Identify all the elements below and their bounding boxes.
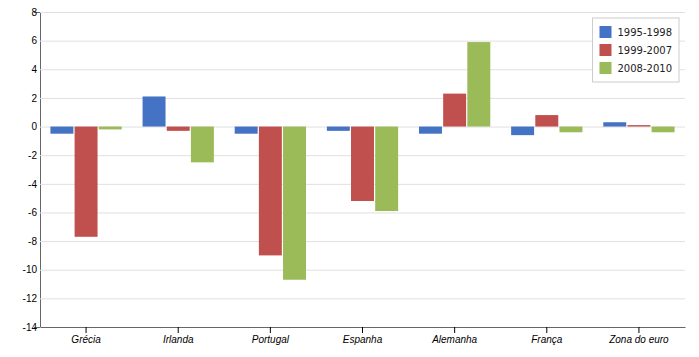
x-tick: Grécia bbox=[71, 327, 101, 345]
y-tick-label: -4 bbox=[28, 179, 37, 190]
grid-line bbox=[40, 270, 685, 271]
x-tick: Portugal bbox=[252, 327, 290, 345]
bar bbox=[603, 122, 626, 126]
x-tick-label: Alemanha bbox=[431, 334, 477, 345]
x-tick: Zona do euro bbox=[608, 327, 669, 345]
y-tick: -6 bbox=[28, 207, 685, 218]
y-tick: 8 bbox=[31, 7, 685, 18]
y-tick-label: -12 bbox=[23, 293, 38, 304]
x-tick-label: Grécia bbox=[71, 334, 101, 345]
y-tick-label: 0 bbox=[31, 121, 37, 132]
bar bbox=[419, 127, 442, 134]
bar bbox=[627, 125, 650, 126]
x-tick: Alemanha bbox=[431, 327, 477, 345]
y-tick-label: -6 bbox=[28, 207, 37, 218]
plot-area: -14 -12 -10 -8 -6 -4 -2 0 2 4 6 8 Grécia Irlanda Portu… bbox=[23, 7, 686, 345]
bar bbox=[167, 127, 190, 131]
bar bbox=[283, 127, 306, 280]
x-tick-mark bbox=[638, 327, 639, 333]
y-axis: -14 -12 -10 -8 -6 -4 -2 0 2 4 6 8 bbox=[23, 7, 685, 333]
y-tick: 4 bbox=[31, 64, 685, 75]
bar bbox=[327, 127, 350, 131]
x-tick-label: França bbox=[531, 334, 563, 345]
y-tick-label: 2 bbox=[31, 93, 37, 104]
bar bbox=[511, 127, 534, 136]
y-axis-line bbox=[34, 13, 41, 328]
bar bbox=[99, 127, 122, 130]
bar-series bbox=[75, 94, 651, 256]
bar bbox=[375, 127, 398, 211]
y-tick: -10 bbox=[23, 264, 685, 275]
bar bbox=[351, 127, 374, 201]
x-tick: Irlanda bbox=[163, 327, 194, 345]
grid-line bbox=[40, 241, 685, 242]
bar bbox=[467, 42, 490, 126]
x-tick-mark bbox=[362, 327, 363, 333]
bar bbox=[652, 127, 675, 133]
x-tick-mark bbox=[270, 327, 271, 333]
x-tick-mark bbox=[178, 327, 179, 333]
legend-frame bbox=[592, 18, 679, 82]
y-tick-label: 8 bbox=[31, 7, 37, 18]
x-tick-label: Espanha bbox=[343, 334, 383, 345]
chart: -14 -12 -10 -8 -6 -4 -2 0 2 4 6 8 Grécia Irlanda Portu… bbox=[0, 0, 699, 357]
bar bbox=[191, 127, 214, 163]
y-tick: -14 bbox=[23, 322, 685, 333]
x-tick: Espanha bbox=[343, 327, 383, 345]
legend-label: 2008-2010 bbox=[617, 63, 672, 74]
x-tick-mark bbox=[546, 327, 547, 333]
y-tick: -8 bbox=[28, 236, 685, 247]
grid-line bbox=[40, 12, 685, 13]
legend-item: 2008-2010 bbox=[599, 62, 672, 74]
bar-series bbox=[99, 42, 675, 280]
legend-item: 1999-2007 bbox=[599, 44, 672, 56]
y-tick: 6 bbox=[31, 35, 685, 46]
bar bbox=[50, 127, 73, 134]
x-tick-label: Irlanda bbox=[163, 334, 194, 345]
grid-line bbox=[40, 41, 685, 42]
bar bbox=[75, 127, 98, 237]
legend-swatch bbox=[599, 44, 611, 56]
y-tick: 2 bbox=[31, 93, 685, 104]
bars bbox=[50, 42, 674, 280]
legend-item: 1995-1998 bbox=[599, 26, 672, 38]
legend: 1995-1998 1999-2007 2008-2010 bbox=[592, 18, 679, 82]
grid-line bbox=[40, 69, 685, 70]
legend-label: 1995-1998 bbox=[617, 27, 672, 38]
x-tick: França bbox=[531, 327, 563, 345]
bar bbox=[443, 94, 466, 127]
x-tick-label: Zona do euro bbox=[608, 334, 669, 345]
bar bbox=[259, 127, 282, 256]
y-tick-label: -14 bbox=[23, 322, 38, 333]
bar-series bbox=[50, 96, 626, 135]
grid-line bbox=[40, 298, 685, 299]
x-tick-mark bbox=[86, 327, 87, 333]
y-tick-label: -8 bbox=[28, 236, 37, 247]
grid-line bbox=[40, 212, 685, 213]
bar bbox=[535, 115, 558, 126]
y-tick-label: 4 bbox=[31, 64, 37, 75]
legend-swatch bbox=[599, 62, 611, 74]
bar bbox=[143, 96, 166, 126]
y-tick-label: -2 bbox=[28, 150, 37, 161]
x-tick-mark bbox=[454, 327, 455, 333]
legend-label: 1999-2007 bbox=[617, 45, 672, 56]
bar bbox=[559, 127, 582, 133]
y-tick: -12 bbox=[23, 293, 685, 304]
y-tick-label: -10 bbox=[23, 264, 38, 275]
x-tick-label: Portugal bbox=[252, 334, 290, 345]
grid-line bbox=[40, 98, 685, 99]
bar bbox=[235, 127, 258, 134]
y-tick-label: 6 bbox=[31, 35, 37, 46]
x-axis: Grécia Irlanda Portugal Espanha Alemanha Fran… bbox=[41, 327, 686, 345]
legend-swatch bbox=[599, 26, 611, 38]
